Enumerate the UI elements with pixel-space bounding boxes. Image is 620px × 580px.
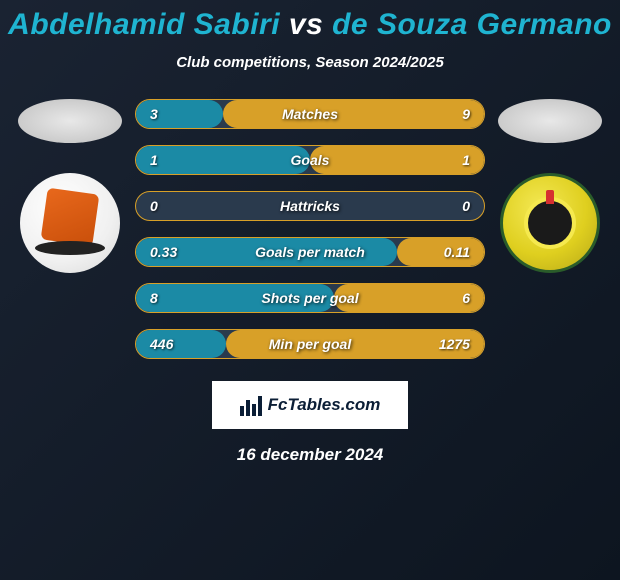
watermark-text: FcTables.com <box>268 395 381 415</box>
player2-club-logo <box>500 173 600 273</box>
stat-label: Min per goal <box>269 336 351 352</box>
comparison-title: Abdelhamid Sabiri vs de Souza Germano <box>0 8 620 42</box>
subtitle: Club competitions, Season 2024/2025 <box>0 54 620 71</box>
player2-photo <box>498 99 602 143</box>
stat-label: Matches <box>282 106 338 122</box>
stat-value-right: 6 <box>430 290 470 306</box>
stat-value-left: 0.33 <box>150 244 190 260</box>
stats-table: 3 Matches 9 1 Goals 1 0 Hattricks 0 0.33 Goals per… <box>135 99 485 375</box>
player1-column <box>15 99 125 273</box>
stat-label: Hattricks <box>280 198 340 214</box>
stat-value-right: 1275 <box>430 336 470 352</box>
stat-value-left: 3 <box>150 106 190 122</box>
bars-icon <box>240 394 262 416</box>
stat-row: 0 Hattricks 0 <box>135 191 485 221</box>
date-text: 16 december 2024 <box>0 445 620 465</box>
watermark: FcTables.com <box>212 381 408 429</box>
stat-value-right: 1 <box>430 152 470 168</box>
stat-value-right: 0.11 <box>430 244 470 260</box>
player1-name: Abdelhamid Sabiri <box>8 8 280 41</box>
content-row: 3 Matches 9 1 Goals 1 0 Hattricks 0 0.33 Goals per… <box>0 99 620 375</box>
stat-value-left: 8 <box>150 290 190 306</box>
player1-club-logo <box>20 173 120 273</box>
stat-row: 446 Min per goal 1275 <box>135 329 485 359</box>
stat-row: 1 Goals 1 <box>135 145 485 175</box>
stat-value-left: 0 <box>150 198 190 214</box>
stat-value-right: 0 <box>430 198 470 214</box>
player2-column <box>495 99 605 273</box>
stat-row: 3 Matches 9 <box>135 99 485 129</box>
stat-row: 8 Shots per goal 6 <box>135 283 485 313</box>
stat-value-right: 9 <box>430 106 470 122</box>
stat-label: Shots per goal <box>261 290 358 306</box>
vs-text: vs <box>289 8 323 41</box>
player1-photo <box>18 99 122 143</box>
stat-label: Goals <box>291 152 330 168</box>
stat-value-left: 1 <box>150 152 190 168</box>
stat-row: 0.33 Goals per match 0.11 <box>135 237 485 267</box>
stat-label: Goals per match <box>255 244 365 260</box>
player2-name: de Souza Germano <box>332 8 612 41</box>
stat-value-left: 446 <box>150 336 190 352</box>
